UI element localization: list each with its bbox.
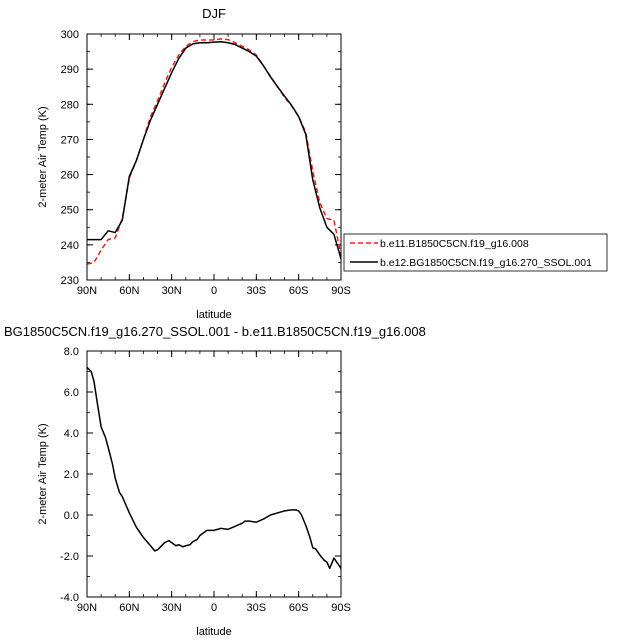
- bottom-y-tick-label: 0.0: [64, 510, 79, 522]
- top-y-tick-label: 290: [61, 64, 79, 76]
- bottom-panel: BG1850C5CN.f19_g16.270_SSOL.001 - b.e11.…: [4, 324, 426, 638]
- legend-label-experiment: b.e12.BG1850C5CN.f19_g16.270_SSOL.001: [380, 257, 592, 269]
- bottom-y-axis-label: 2-meter Air Temp (K): [37, 423, 49, 524]
- bottom-y-tick-label: 6.0: [64, 387, 79, 399]
- top-x-axis-label: latitude: [196, 309, 231, 321]
- top-x-tick-label: 30N: [162, 285, 182, 297]
- bottom-plot-area: 90N 60N 30N 0 30S 60S 90S -4.0 -2.0 0.0 2.0 4.0 6.0 8…: [60, 346, 351, 614]
- top-plot-area: 90N 60N 30N 0 30S 60S 90S 230 240 250 260 270 280 290…: [61, 29, 351, 297]
- legend: b.e11.B1850C5CN.f19_g16.008 b.e12.BG1850…: [343, 233, 608, 272]
- top-panel: DJF 90N 60N 30N 0 30S 60S 90S 230 240 250 260 270 28…: [37, 6, 351, 321]
- bottom-x-tick-label: 60S: [289, 602, 309, 614]
- top-y-tick-label: 230: [61, 275, 79, 287]
- bottom-x-tick-label: 90N: [77, 602, 97, 614]
- bottom-y-tick-label: 2.0: [64, 469, 79, 481]
- top-y-tick-label: 260: [61, 170, 79, 182]
- top-y-tick-label: 280: [61, 99, 79, 111]
- bottom-x-tick-label: 30S: [247, 602, 267, 614]
- top-chart-title: DJF: [202, 6, 226, 21]
- bottom-series-line-0: [86, 366, 342, 570]
- top-x-tick-label: 90S: [331, 285, 351, 297]
- legend-label-control: b.e11.B1850C5CN.f19_g16.008: [380, 238, 529, 250]
- bottom-chart-title: BG1850C5CN.f19_g16.270_SSOL.001 - b.e11.…: [4, 324, 426, 339]
- bottom-plot-frame: [86, 350, 342, 598]
- top-series-line-0: [86, 38, 342, 265]
- top-y-tick-label: 300: [61, 29, 79, 41]
- top-y-tick-label: 250: [61, 205, 79, 217]
- bottom-y-tick-label: -4.0: [60, 592, 79, 604]
- bottom-x-axis-label: latitude: [196, 626, 231, 638]
- top-x-tick-label: 30S: [247, 285, 267, 297]
- top-plot-frame: [86, 33, 342, 281]
- top-x-tick-label: 60N: [119, 285, 139, 297]
- bottom-y-tick-label: 8.0: [64, 346, 79, 358]
- top-y-tick-label: 240: [61, 240, 79, 252]
- bottom-x-tick-label: 90S: [331, 602, 351, 614]
- top-x-tick-label: 0: [211, 285, 217, 297]
- bottom-y-tick-label: -2.0: [60, 551, 79, 563]
- legend-frame: [343, 233, 608, 272]
- top-y-tick-label: 270: [61, 134, 79, 146]
- top-series-line-1: [87, 40, 342, 260]
- top-y-axis-label: 2-meter Air Temp (K): [37, 106, 49, 207]
- bottom-y-tick-label: 4.0: [64, 428, 79, 440]
- bottom-x-tick-label: 0: [211, 602, 217, 614]
- top-x-tick-label: 90N: [77, 285, 97, 297]
- top-x-tick-label: 60S: [289, 285, 309, 297]
- bottom-x-tick-label: 30N: [162, 602, 182, 614]
- bottom-x-tick-label: 60N: [119, 602, 139, 614]
